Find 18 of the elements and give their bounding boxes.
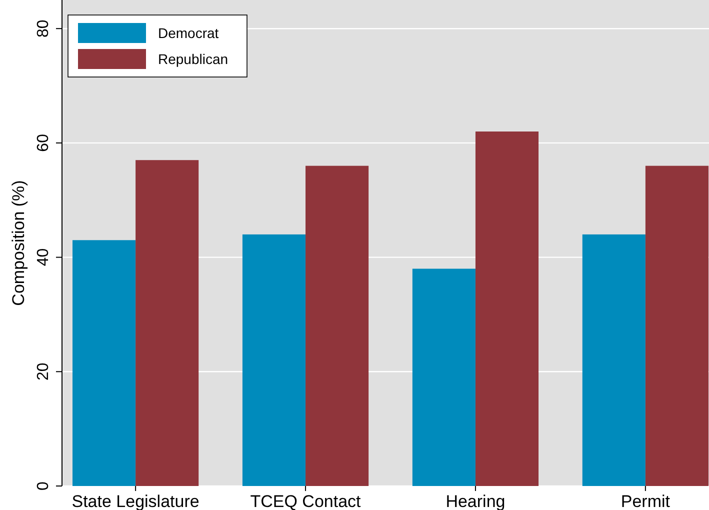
bar — [645, 166, 708, 486]
y-tick-label: 20 — [35, 362, 52, 381]
bar — [136, 160, 199, 486]
x-tick-label: Permit — [620, 492, 670, 510]
y-tick-label: 0 — [35, 481, 52, 490]
legend-label: Democrat — [158, 25, 219, 41]
bar — [412, 268, 476, 486]
y-tick-label: 60 — [35, 134, 52, 152]
legend-label: Republican — [158, 51, 228, 67]
bar — [72, 240, 136, 486]
y-tick-label: 80 — [35, 20, 52, 38]
bar — [306, 166, 369, 486]
bar — [582, 234, 646, 486]
bar — [242, 234, 306, 486]
x-tick-label: TCEQ Contact — [250, 492, 362, 510]
bar — [475, 132, 539, 486]
y-axis-title: Composition (%) — [9, 180, 28, 306]
y-tick-label: 40 — [35, 248, 52, 266]
